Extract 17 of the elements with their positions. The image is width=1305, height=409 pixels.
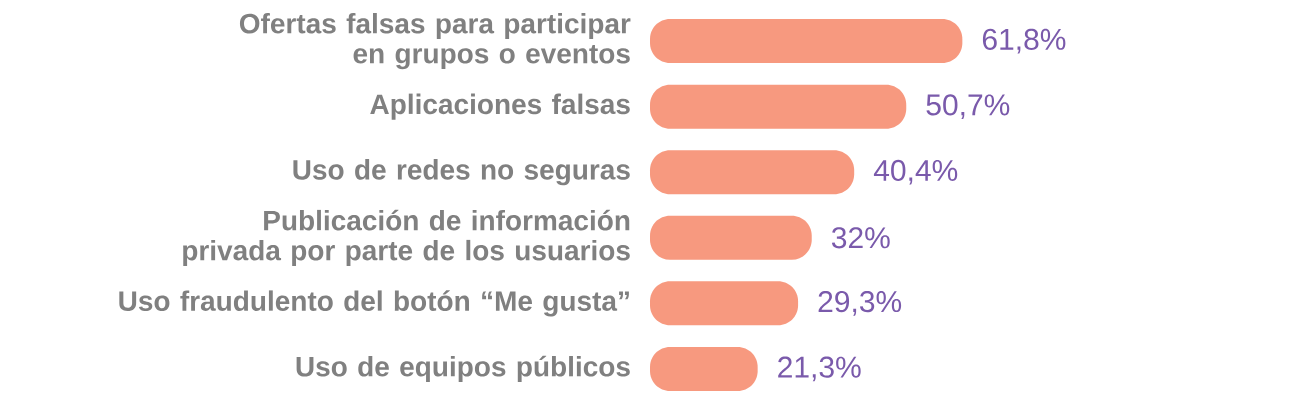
bar [650,84,907,129]
data-label: 29,3% [818,290,902,316]
data-label: 32% [831,227,890,249]
bar [650,150,855,195]
y-tick-label: Uso de equipos públicos [296,355,630,383]
y-tick-label: Ofertas falsas para participar en grupos o eventos [239,12,631,70]
y-tick-label: Uso de redes no seguras [293,159,630,186]
bar [650,19,963,64]
data-label: 40,4% [873,159,958,185]
bar [650,215,812,260]
bar [650,281,799,326]
data-label: 61,8% [982,28,1066,54]
data-label: 50,7% [926,94,1010,120]
y-tick-label: Uso fraudulento del botón “Me gusta” [119,290,629,317]
data-label: 21,3% [778,356,861,382]
y-tick-label: Aplicaciones falsas [370,93,630,120]
y-tick-label: Publicación de información privada por parte de los usuarios [183,209,630,266]
